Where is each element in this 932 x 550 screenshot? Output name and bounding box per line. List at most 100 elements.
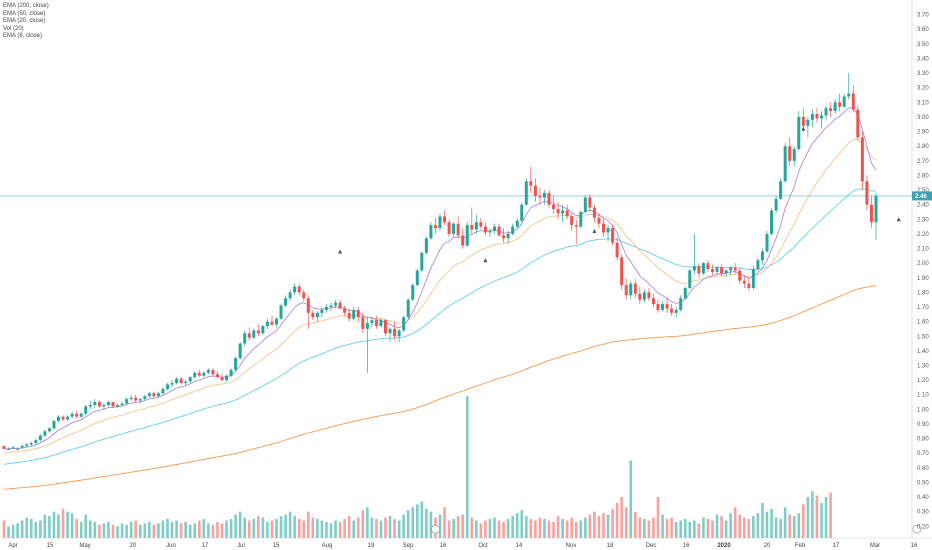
candle-body xyxy=(315,312,319,318)
legend-vol[interactable]: Vol (20) xyxy=(3,25,24,32)
volume-bar xyxy=(570,517,574,538)
volume-bar xyxy=(88,520,92,538)
volume-bar xyxy=(243,517,247,538)
candle-body xyxy=(125,399,129,404)
candle-body xyxy=(724,270,728,274)
candle-body xyxy=(656,304,660,310)
candle-body xyxy=(547,192,551,205)
candle-body xyxy=(842,96,846,107)
legend-ema50[interactable]: EMA (50, close) xyxy=(3,10,46,17)
legend-ema20[interactable]: EMA (20, close) xyxy=(3,18,46,25)
volume-bar xyxy=(574,521,578,538)
candle-body xyxy=(106,402,110,405)
price-tick-label: 2.20 xyxy=(917,232,929,238)
volume-bar xyxy=(674,521,678,538)
price-tick-label: 1.80 xyxy=(917,290,929,296)
volume-bar xyxy=(534,520,537,538)
volume-bar xyxy=(293,516,296,538)
legend-ema8[interactable]: EMA (8, close) xyxy=(3,33,43,40)
candle-body xyxy=(75,413,79,417)
candle-body xyxy=(370,320,374,324)
volume-bar xyxy=(39,520,42,538)
volume-bar xyxy=(720,516,723,538)
candle-body xyxy=(565,210,569,217)
volume-bar xyxy=(706,518,710,538)
price-tick-label: 0.40 xyxy=(917,495,929,501)
candle-body xyxy=(810,114,814,120)
ema20-line xyxy=(3,139,877,454)
volume-bar xyxy=(157,523,160,538)
volume-bar xyxy=(638,517,642,538)
volume-bar xyxy=(234,514,237,538)
candle-body xyxy=(747,283,751,289)
volume-bar xyxy=(116,526,119,538)
volume-bar xyxy=(138,524,142,538)
volume-bar xyxy=(216,521,219,538)
volume-bar xyxy=(29,518,33,538)
candle-body xyxy=(38,435,42,441)
time-tick-label: 2020 xyxy=(717,543,731,549)
volume-bar xyxy=(738,514,742,538)
volume-bar xyxy=(388,516,392,538)
volume-bar xyxy=(225,520,228,538)
candle-body xyxy=(402,317,406,331)
price-tick-label: 3.50 xyxy=(917,42,929,48)
candle-body xyxy=(570,216,574,226)
candle-body xyxy=(193,372,197,378)
legend-ema200[interactable]: EMA (200, close) xyxy=(3,3,49,9)
volume-bar xyxy=(184,521,187,538)
candle-body xyxy=(683,288,687,299)
candle-body xyxy=(447,222,451,234)
candle-body xyxy=(824,108,828,116)
candle-body xyxy=(188,377,192,382)
price-axis: 3.70 3.60 3.50 3.40 3.30 3.20 3.10 3.00 2.90 2.80… xyxy=(912,13,932,530)
volume-bar xyxy=(661,514,664,538)
price-tick-label: 1.50 xyxy=(917,334,929,340)
volume-bar xyxy=(75,518,78,538)
volume-bar xyxy=(484,520,487,538)
candle-body xyxy=(88,404,92,407)
candle-body xyxy=(524,181,528,205)
volume-bar xyxy=(107,521,110,538)
volume-bar xyxy=(761,502,764,538)
candle-body xyxy=(474,222,478,230)
candle-body xyxy=(597,217,601,224)
volume-bar xyxy=(579,520,583,538)
candle-body xyxy=(483,226,487,233)
candle-body xyxy=(143,396,147,400)
candle-body xyxy=(847,93,851,97)
candle-body xyxy=(751,269,755,289)
volume-bar xyxy=(84,514,88,538)
candle-body xyxy=(57,416,60,422)
candle-body xyxy=(379,320,383,327)
volume-bar xyxy=(693,520,696,538)
candle-body xyxy=(765,233,769,252)
volume-bar xyxy=(502,521,505,538)
candle-body xyxy=(715,267,719,272)
candle-body xyxy=(461,235,465,246)
volume-bar xyxy=(597,516,601,538)
candle-body xyxy=(229,369,233,376)
volume-bar xyxy=(511,516,514,538)
last-price-badge-label: 2.46 xyxy=(915,194,927,200)
volume-bar xyxy=(275,518,278,538)
volume-bar xyxy=(756,513,760,538)
volume-bar xyxy=(602,513,605,538)
candle-body xyxy=(388,328,392,334)
volume-bar xyxy=(633,511,637,538)
volume-bar xyxy=(170,521,174,538)
volume-bar xyxy=(7,526,10,538)
candle-body xyxy=(729,267,733,271)
candle-body xyxy=(102,404,106,407)
volume-bar xyxy=(538,517,542,538)
price-tick-label: 1.60 xyxy=(917,320,929,326)
candle-body xyxy=(670,308,674,313)
volume-bar xyxy=(329,523,333,538)
volume-bar xyxy=(475,520,478,538)
candle-body xyxy=(556,209,560,214)
candle-body xyxy=(411,285,415,300)
candle-body xyxy=(361,317,365,329)
time-tick-label: Feb xyxy=(795,543,806,549)
candle-body xyxy=(420,252,424,271)
